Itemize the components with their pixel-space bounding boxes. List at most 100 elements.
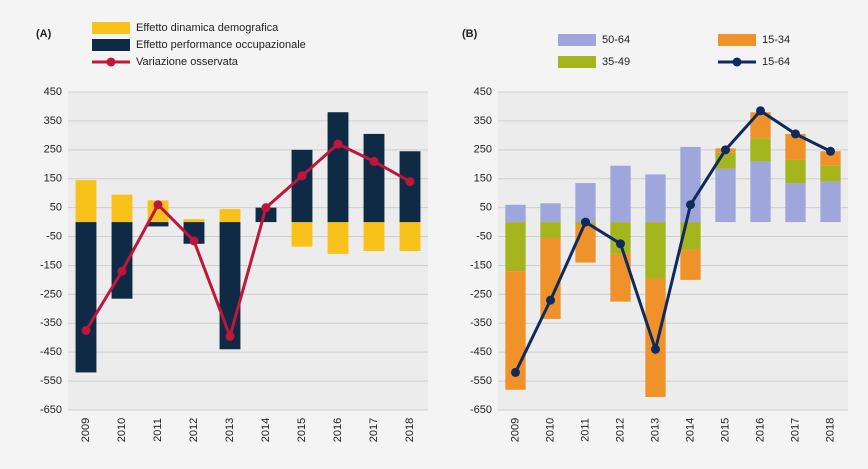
x-tick-label: 2018 xyxy=(404,418,416,442)
bar xyxy=(610,165,631,223)
legend-swatch xyxy=(558,56,596,68)
x-tick-label: 2013 xyxy=(649,418,661,442)
bar xyxy=(183,219,205,223)
legend-marker xyxy=(106,57,116,67)
legend-swatch xyxy=(558,34,596,46)
x-tick-label: 2012 xyxy=(188,418,200,442)
line-marker xyxy=(721,145,730,155)
bar xyxy=(820,165,841,182)
line-marker xyxy=(261,203,271,213)
bar xyxy=(75,222,97,373)
y-tick-label: -150 xyxy=(40,259,62,271)
line-marker xyxy=(756,106,765,116)
y-tick-label: 150 xyxy=(44,173,62,185)
legend-label: 35-49 xyxy=(602,56,630,68)
line-marker xyxy=(297,171,307,181)
line-marker xyxy=(225,331,235,341)
y-tick-label: -350 xyxy=(470,317,492,329)
x-tick-label: 2010 xyxy=(116,418,128,442)
y-tick-label: -450 xyxy=(40,346,62,358)
bar xyxy=(575,183,596,223)
bar xyxy=(575,224,596,263)
y-tick-label: 250 xyxy=(474,144,492,156)
x-tick-label: 2009 xyxy=(80,418,92,442)
line-marker xyxy=(511,367,520,377)
x-tick-label: 2017 xyxy=(368,418,380,442)
x-tick-label: 2016 xyxy=(332,418,344,442)
bar xyxy=(399,151,421,223)
bar xyxy=(610,253,631,302)
chart-title: (A) xyxy=(36,28,52,40)
bar xyxy=(363,133,385,223)
y-tick-label: -650 xyxy=(470,404,492,416)
bar xyxy=(750,112,771,139)
x-tick-label: 2013 xyxy=(224,418,236,442)
x-tick-label: 2017 xyxy=(789,418,801,442)
bar xyxy=(327,222,349,254)
bar xyxy=(645,278,666,397)
legend-label: Variazione osservata xyxy=(136,56,239,68)
y-tick-label: 450 xyxy=(44,86,62,98)
x-tick-label: 2018 xyxy=(824,418,836,442)
bar xyxy=(820,151,841,166)
legend-label: Effetto performance occupazionale xyxy=(136,39,306,51)
y-tick-label: 50 xyxy=(480,202,492,214)
bar xyxy=(785,183,806,223)
y-tick-label: -50 xyxy=(476,230,492,242)
line-marker xyxy=(333,139,343,149)
x-tick-label: 2012 xyxy=(614,418,626,442)
bar xyxy=(750,161,771,223)
y-tick-label: 450 xyxy=(474,86,492,98)
y-tick-label: 350 xyxy=(474,115,492,127)
bar xyxy=(219,222,241,350)
legend-swatch xyxy=(92,22,130,34)
legend-label: Effetto dinamica demografica xyxy=(136,22,279,34)
chart-title: (B) xyxy=(462,28,478,40)
legend-label: 15-34 xyxy=(762,34,790,46)
bar xyxy=(291,149,313,223)
line-marker xyxy=(581,217,590,227)
y-tick-label: -350 xyxy=(40,317,62,329)
bar xyxy=(219,209,241,223)
bar xyxy=(147,222,169,227)
bar xyxy=(540,222,561,238)
y-tick-label: -450 xyxy=(470,346,492,358)
bar xyxy=(540,237,561,319)
line-marker xyxy=(369,156,379,166)
line-marker xyxy=(791,129,800,139)
y-tick-label: -50 xyxy=(46,230,62,242)
line-marker xyxy=(81,326,91,335)
line-marker xyxy=(546,295,555,305)
bar xyxy=(785,159,806,184)
bar xyxy=(183,222,205,244)
x-tick-label: 2014 xyxy=(260,418,272,442)
bar xyxy=(680,249,701,280)
bar xyxy=(363,222,385,251)
bar xyxy=(715,168,736,223)
y-tick-label: -250 xyxy=(40,288,62,300)
bar xyxy=(255,207,277,223)
bar xyxy=(820,181,841,223)
legend-swatch xyxy=(718,34,756,46)
line-marker xyxy=(686,200,695,210)
line-marker xyxy=(826,146,835,156)
line-marker xyxy=(189,236,199,246)
line-marker xyxy=(651,344,660,354)
y-tick-label: 50 xyxy=(50,202,62,214)
bar xyxy=(111,194,133,223)
y-tick-label: -550 xyxy=(470,375,492,387)
x-tick-label: 2010 xyxy=(544,418,556,442)
y-tick-label: -550 xyxy=(40,375,62,387)
bar xyxy=(327,112,349,223)
y-tick-label: -250 xyxy=(470,288,492,300)
x-tick-label: 2011 xyxy=(579,418,591,442)
x-tick-label: 2009 xyxy=(509,418,521,442)
line-marker xyxy=(405,177,415,187)
bar xyxy=(750,138,771,162)
x-tick-label: 2015 xyxy=(296,418,308,442)
x-tick-label: 2014 xyxy=(684,418,696,442)
line-marker xyxy=(117,266,127,276)
bar xyxy=(505,204,526,223)
y-tick-label: -650 xyxy=(40,404,62,416)
